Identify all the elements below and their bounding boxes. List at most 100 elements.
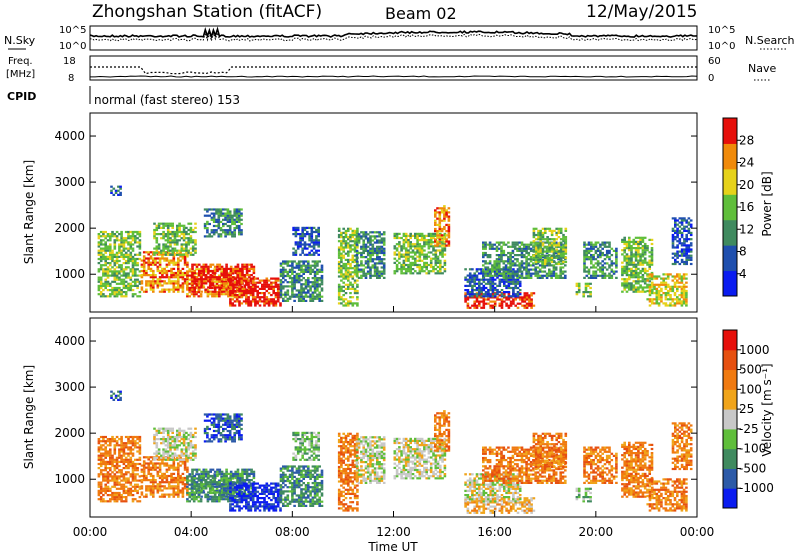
power-cell <box>229 298 232 301</box>
power-cell <box>213 286 217 289</box>
power-cell <box>441 243 444 246</box>
power-cell <box>518 282 522 285</box>
power-cell <box>217 208 221 211</box>
power-cell <box>138 251 142 254</box>
power-cell <box>429 241 433 244</box>
power-cell <box>204 280 207 283</box>
power-cell <box>471 284 474 287</box>
power-cell <box>258 292 262 295</box>
power-cell <box>109 243 112 246</box>
power-cell <box>197 284 201 287</box>
power-cell <box>447 227 451 231</box>
power-cell <box>434 234 438 237</box>
power-cell <box>136 286 139 290</box>
power-cell <box>605 241 609 244</box>
power-cell <box>438 221 442 224</box>
power-cell <box>272 285 275 288</box>
power-cell <box>509 268 512 271</box>
power-cell <box>231 214 234 217</box>
power-cell <box>559 268 562 271</box>
power-cell <box>537 258 540 261</box>
power-cell <box>252 267 256 270</box>
power-cell <box>674 229 677 232</box>
power-cell <box>149 269 153 273</box>
power-cell <box>344 304 348 307</box>
power-cell <box>207 267 210 270</box>
power-cell <box>127 257 130 261</box>
power-cell <box>177 282 180 285</box>
power-cell <box>304 291 308 294</box>
power-cell <box>174 263 178 266</box>
power-cell <box>337 256 341 259</box>
power-cell <box>562 256 565 259</box>
power-cell <box>226 233 230 236</box>
power-cell <box>509 272 512 275</box>
power-cell <box>215 295 219 298</box>
power-cell <box>612 272 616 275</box>
power-cell <box>220 270 223 273</box>
power-cell <box>380 266 384 269</box>
power-cell <box>177 257 180 260</box>
power-cell <box>190 286 194 290</box>
power-cell <box>680 250 684 253</box>
power-cell <box>590 276 593 279</box>
power-cell <box>307 281 310 284</box>
power-cell <box>167 269 171 273</box>
power-cell <box>532 254 536 257</box>
power-cell <box>507 256 510 259</box>
power-cell <box>503 295 506 298</box>
power-cell <box>371 266 375 269</box>
power-cell <box>99 241 103 244</box>
power-cell <box>291 279 294 282</box>
power-cell <box>423 249 426 252</box>
power-cell <box>630 269 633 273</box>
power-cell <box>637 288 640 291</box>
power-cell <box>313 279 317 282</box>
power-cell <box>418 251 422 254</box>
velocity-cell <box>122 475 126 478</box>
power-cell <box>434 244 437 247</box>
power-cell <box>250 263 253 266</box>
power-cell <box>514 284 517 287</box>
power-cell <box>504 243 508 246</box>
power-cell <box>525 256 528 259</box>
power-cell <box>673 292 677 295</box>
power-cell <box>666 298 670 301</box>
power-cell <box>676 300 679 303</box>
power-cell <box>176 249 179 252</box>
power-cell <box>349 275 352 278</box>
power-cell <box>265 283 269 286</box>
power-cell <box>400 270 403 273</box>
power-cell <box>231 222 234 226</box>
velocity-cell <box>124 498 128 501</box>
power-cell <box>653 292 656 295</box>
power-cell <box>605 249 609 252</box>
power-cell <box>523 243 526 246</box>
power-cell <box>340 260 343 264</box>
power-cell <box>316 289 319 292</box>
power-cell <box>382 237 386 240</box>
power-cell <box>404 251 408 254</box>
power-cell <box>215 282 219 285</box>
power-cell <box>239 271 242 275</box>
power-cell <box>311 268 315 271</box>
power-cell <box>174 276 178 279</box>
power-cell <box>282 293 285 296</box>
power-cell <box>680 248 684 251</box>
power-cell <box>97 278 101 281</box>
power-cell <box>362 274 365 277</box>
power-cell <box>225 288 228 291</box>
velocity-cell <box>120 471 123 474</box>
power-cell <box>546 250 549 253</box>
power-cell <box>482 268 485 271</box>
power-cell <box>505 280 508 283</box>
power-cell <box>525 296 529 299</box>
power-cell <box>500 300 504 303</box>
power-cell <box>231 298 234 301</box>
power-cell <box>552 247 556 250</box>
power-cell <box>630 263 633 266</box>
power-cell <box>491 270 494 273</box>
power-cell <box>191 228 195 232</box>
power-cell <box>436 223 439 226</box>
power-cell <box>436 234 439 237</box>
